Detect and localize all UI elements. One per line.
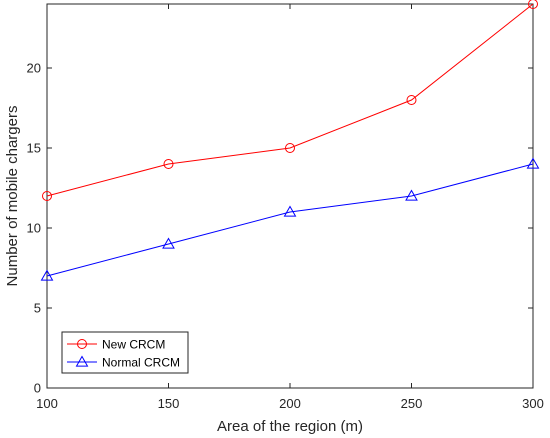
data-point [528,0,538,9]
x-axis-title: Area of the region (m) [217,418,363,435]
legend-marker [75,355,89,367]
legend-marker [77,339,87,349]
x-tick-label: 300 [522,396,544,411]
data-point [163,159,174,169]
data-point [285,143,295,153]
x-tick-label: 150 [158,396,180,411]
x-tick-label: 200 [279,396,301,411]
y-axis: 0 5 10 15 20 [27,61,533,396]
y-tick-label: 5 [34,301,41,316]
series-layer [40,0,540,281]
data-point [162,237,175,249]
legend: New CRCM Normal CRCM [61,331,189,374]
x-axis: 100 150 200 250 300 [36,4,544,411]
y-tick-label: 10 [27,221,41,236]
series-0 [42,0,538,201]
series-line [46,163,534,277]
x-tick-label: 250 [401,396,423,411]
data-point [405,189,418,201]
y-tick-label: 20 [27,61,41,76]
data-point [42,191,52,201]
legend-label: New CRCM [102,338,165,352]
y-axis-title: Number of mobile chargers [4,106,21,287]
data-point [283,205,297,217]
series-1 [40,157,540,281]
data-point [526,157,540,169]
data-point [40,269,54,281]
y-tick-label: 0 [34,381,41,396]
series-line [46,3,534,197]
legend-entry: New CRCM [67,338,165,352]
legend-label: Normal CRCM [102,356,180,370]
data-point [406,95,417,105]
y-tick-label: 15 [27,141,41,156]
x-tick-label: 100 [36,396,58,411]
legend-entry: Normal CRCM [67,355,180,370]
